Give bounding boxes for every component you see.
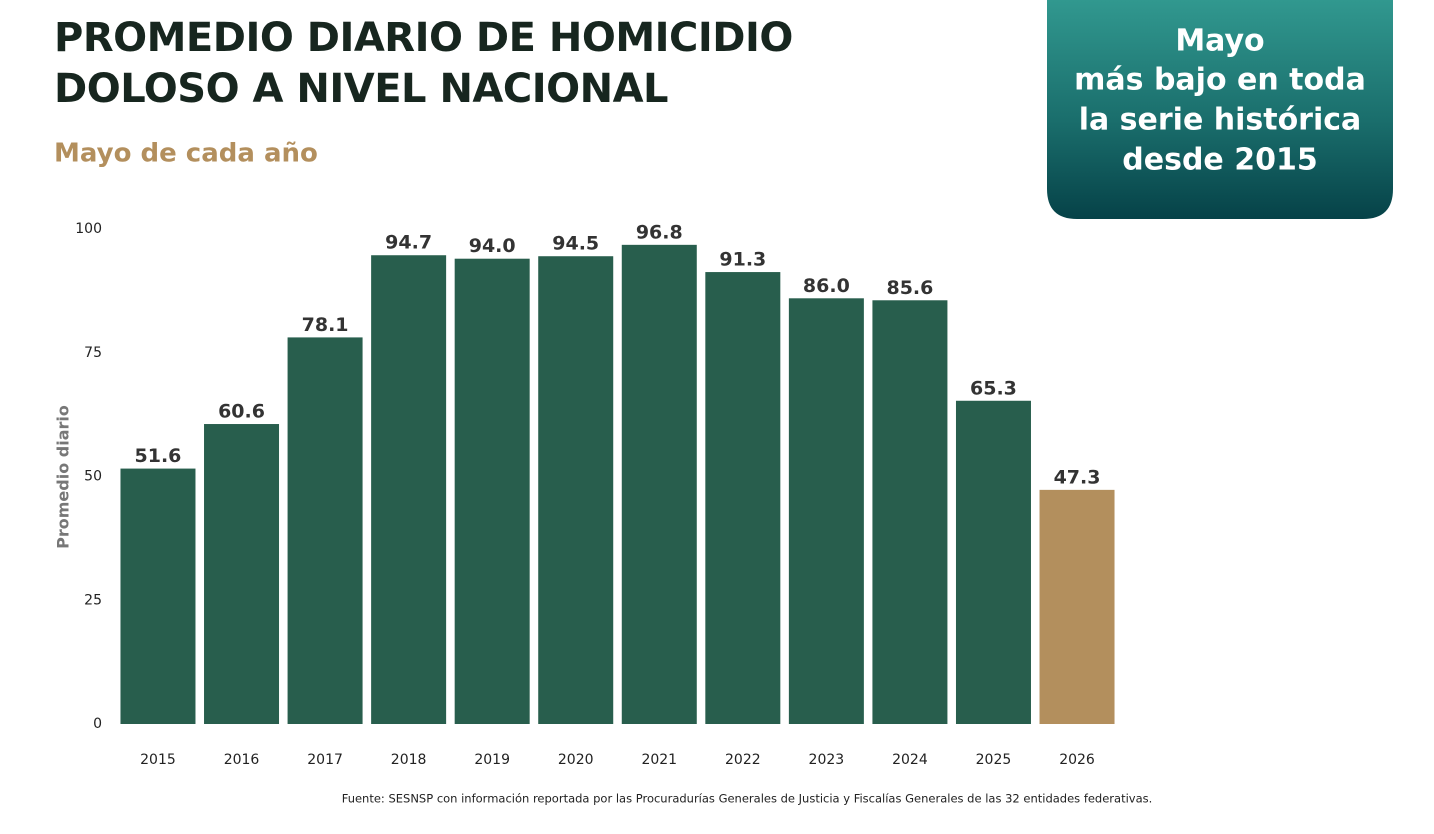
bar bbox=[705, 272, 781, 724]
bar bbox=[1039, 489, 1115, 724]
y-tick-label: 0 bbox=[93, 716, 102, 732]
bar bbox=[788, 298, 864, 724]
bar bbox=[204, 424, 280, 724]
annotation: la serie histórica bbox=[1079, 103, 1362, 138]
bar bbox=[872, 300, 948, 724]
value-label: 85.6 bbox=[886, 277, 933, 299]
x-tick-label: 2015 bbox=[140, 752, 176, 768]
x-tick-label: 2017 bbox=[307, 752, 343, 768]
x-tick-label: 2019 bbox=[474, 752, 510, 768]
value-label: 51.6 bbox=[135, 445, 182, 467]
badge bbox=[1047, 0, 1393, 219]
bar bbox=[287, 337, 363, 724]
value-label: 86.0 bbox=[803, 275, 850, 297]
y-tick-label: 75 bbox=[84, 345, 102, 361]
annotation: desde 2015 bbox=[1122, 143, 1317, 178]
bar bbox=[538, 256, 614, 724]
bar bbox=[621, 244, 697, 724]
bar bbox=[371, 255, 447, 725]
chart-subtitle: Mayo de cada año bbox=[54, 139, 318, 169]
value-label: 94.5 bbox=[552, 233, 599, 255]
y-tick-label: 100 bbox=[75, 221, 102, 237]
y-tick-label: 50 bbox=[84, 469, 102, 485]
chart-title: PROMEDIO DIARIO DE HOMICIDIO bbox=[54, 15, 793, 61]
value-label: 91.3 bbox=[719, 249, 766, 271]
chart-title: DOLOSO A NIVEL NACIONAL bbox=[54, 66, 668, 112]
annotation: Mayo bbox=[1175, 24, 1264, 59]
value-label: 78.1 bbox=[302, 314, 349, 336]
x-tick-label: 2023 bbox=[809, 752, 845, 768]
value-label: 65.3 bbox=[970, 377, 1017, 399]
x-tick-label: 2024 bbox=[892, 752, 928, 768]
bar bbox=[120, 468, 196, 724]
x-tick-label: 2018 bbox=[391, 752, 427, 768]
x-tick-label: 2025 bbox=[976, 752, 1012, 768]
annotation: más bajo en toda bbox=[1074, 63, 1366, 98]
x-tick-label: 2026 bbox=[1059, 752, 1095, 768]
y-tick-label: 25 bbox=[84, 592, 102, 608]
y-axis-label: Promedio diario bbox=[54, 405, 73, 549]
x-tick-label: 2016 bbox=[224, 752, 260, 768]
value-label: 96.8 bbox=[636, 221, 683, 243]
value-label: 94.0 bbox=[469, 235, 516, 257]
bar bbox=[955, 400, 1031, 724]
value-label: 47.3 bbox=[1054, 466, 1101, 488]
value-label: 60.6 bbox=[218, 401, 265, 423]
bar bbox=[454, 258, 530, 724]
value-label: 94.7 bbox=[385, 232, 432, 254]
x-tick-label: 2021 bbox=[641, 752, 677, 768]
x-tick-label: 2022 bbox=[725, 752, 761, 768]
x-tick-label: 2020 bbox=[558, 752, 594, 768]
source-note: Fuente: SESNSP con información reportada… bbox=[342, 792, 1153, 806]
